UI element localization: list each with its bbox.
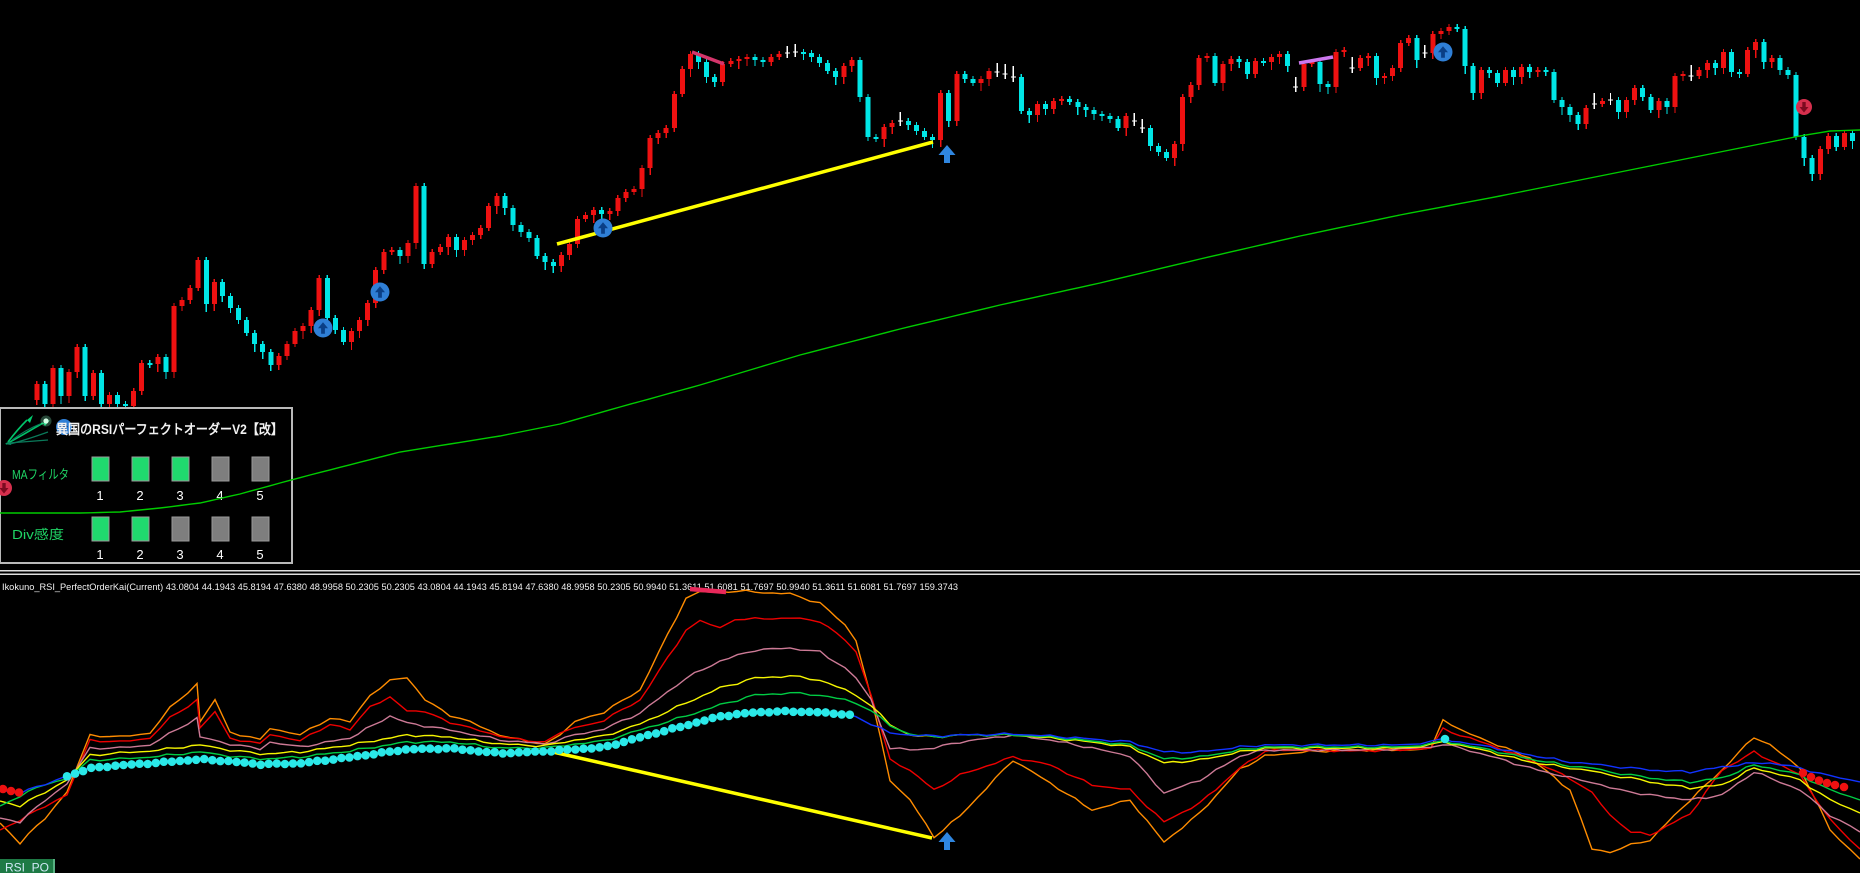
svg-text:3: 3 xyxy=(176,547,183,562)
svg-text:3: 3 xyxy=(176,488,183,503)
svg-text:5: 5 xyxy=(256,547,263,562)
svg-text:2: 2 xyxy=(136,488,143,503)
svg-text:1: 1 xyxy=(96,488,103,503)
svg-text:異国のRSIパーフェクトオーダーV2【改】: 異国のRSIパーフェクトオーダーV2【改】 xyxy=(56,421,283,437)
svg-text:2: 2 xyxy=(136,547,143,562)
svg-text:5: 5 xyxy=(256,488,263,503)
svg-text:Div感度: Div感度 xyxy=(12,527,64,542)
svg-text:4: 4 xyxy=(216,547,223,562)
svg-text:RSI_PO: RSI_PO xyxy=(5,861,49,873)
svg-text:MAフィルタ: MAフィルタ xyxy=(12,467,69,482)
svg-text:4: 4 xyxy=(216,488,223,503)
svg-text:1: 1 xyxy=(96,547,103,562)
svg-text:Ikokuno_RSI_PerfectOrderKai(Cu: Ikokuno_RSI_PerfectOrderKai(Current) 43.… xyxy=(2,582,958,593)
